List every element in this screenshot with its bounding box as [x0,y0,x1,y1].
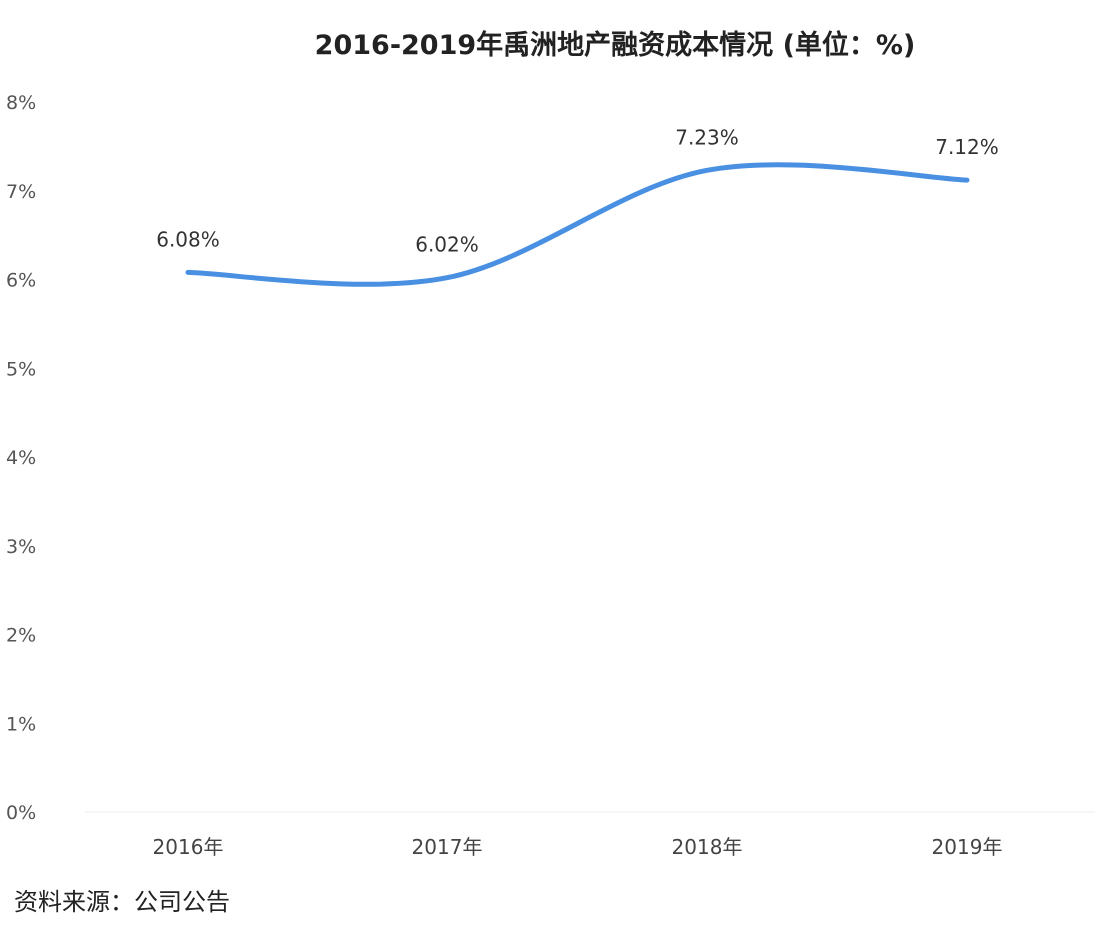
x-tick-label: 2016年 [153,835,224,859]
y-tick-label: 5% [6,358,36,380]
x-tick-label: 2017年 [412,835,483,859]
y-axis: 0% 1% 2% 3% 4% 5% 6% 7% 8% [6,92,36,824]
x-tick-label: 2019年 [932,835,1003,859]
y-tick-label: 8% [6,92,36,114]
y-tick-label: 4% [6,447,36,469]
y-tick-label: 6% [6,270,36,292]
data-label: 6.08% [156,227,220,251]
data-label: 7.12% [935,135,999,159]
source-note: 资料来源：公司公告 [14,888,230,916]
x-tick-label: 2018年 [672,835,743,859]
data-label: 6.02% [415,233,479,257]
y-tick-label: 0% [6,802,36,824]
chart-title: 2016-2019年禹洲地产融资成本情况 (单位：%) [315,29,916,61]
y-tick-label: 2% [6,625,36,647]
x-axis: 2016年 2017年 2018年 2019年 [153,835,1003,859]
series-line [185,162,970,287]
y-tick-label: 3% [6,536,36,558]
data-label: 7.23% [675,125,739,149]
data-labels: 6.08% 6.02% 7.23% 7.12% [156,125,999,256]
y-tick-label: 1% [6,713,36,735]
y-tick-label: 7% [6,181,36,203]
